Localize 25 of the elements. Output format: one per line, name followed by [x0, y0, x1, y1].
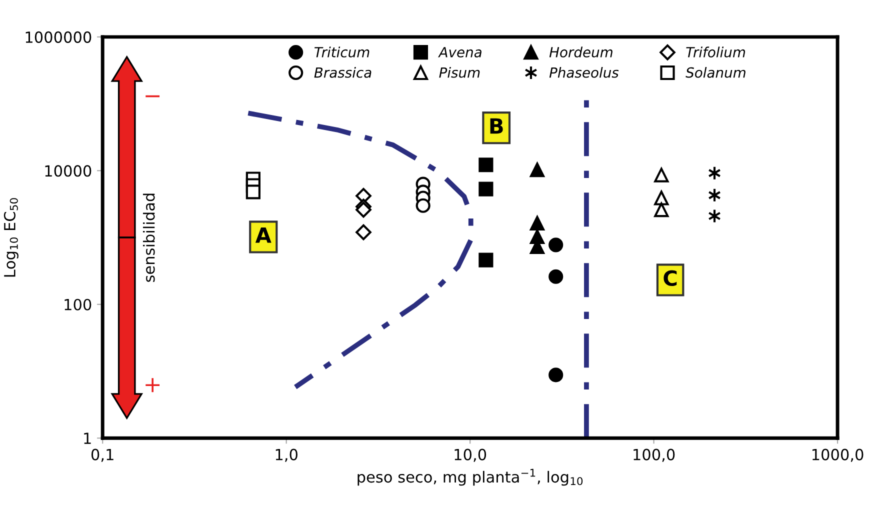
y-tick-label: 1000000 — [26, 31, 92, 43]
x-tick-label: 1000,0 — [812, 448, 864, 462]
x-tick-label: 0,1 — [91, 448, 114, 462]
legend-label: Pisum — [439, 67, 480, 78]
annotation: A — [255, 228, 272, 243]
legend-label: Solanum — [686, 67, 746, 78]
y-tick-label: 100 — [64, 298, 92, 310]
y-tick-label: 1 — [84, 432, 91, 444]
legend-label: Phaseolus — [549, 67, 619, 78]
y-tick-label: 10000 — [45, 165, 92, 177]
annotation: sensibilidad — [142, 194, 155, 282]
x-tick-label: 1,0 — [276, 448, 298, 462]
annotation: B — [490, 118, 503, 134]
legend-label: Avena — [438, 47, 482, 58]
annotation: C — [664, 270, 677, 286]
x-axis-title: peso seco, mg planta$^{−1}$, log$_{10}$ — [358, 468, 583, 486]
legend-label: Brassica — [314, 67, 372, 78]
legend-label: Triticum — [314, 46, 370, 58]
y-axis-title: Log$_{10}$ EC$_{50}$ — [4, 198, 18, 277]
annotation: − — [146, 95, 160, 98]
x-tick-label: 100,0 — [634, 448, 675, 462]
annotation: + — [146, 378, 160, 392]
legend-label: Hordeum — [549, 46, 612, 58]
x-tick-label: 10,0 — [454, 448, 486, 462]
legend-label: Trifolium — [686, 46, 746, 58]
